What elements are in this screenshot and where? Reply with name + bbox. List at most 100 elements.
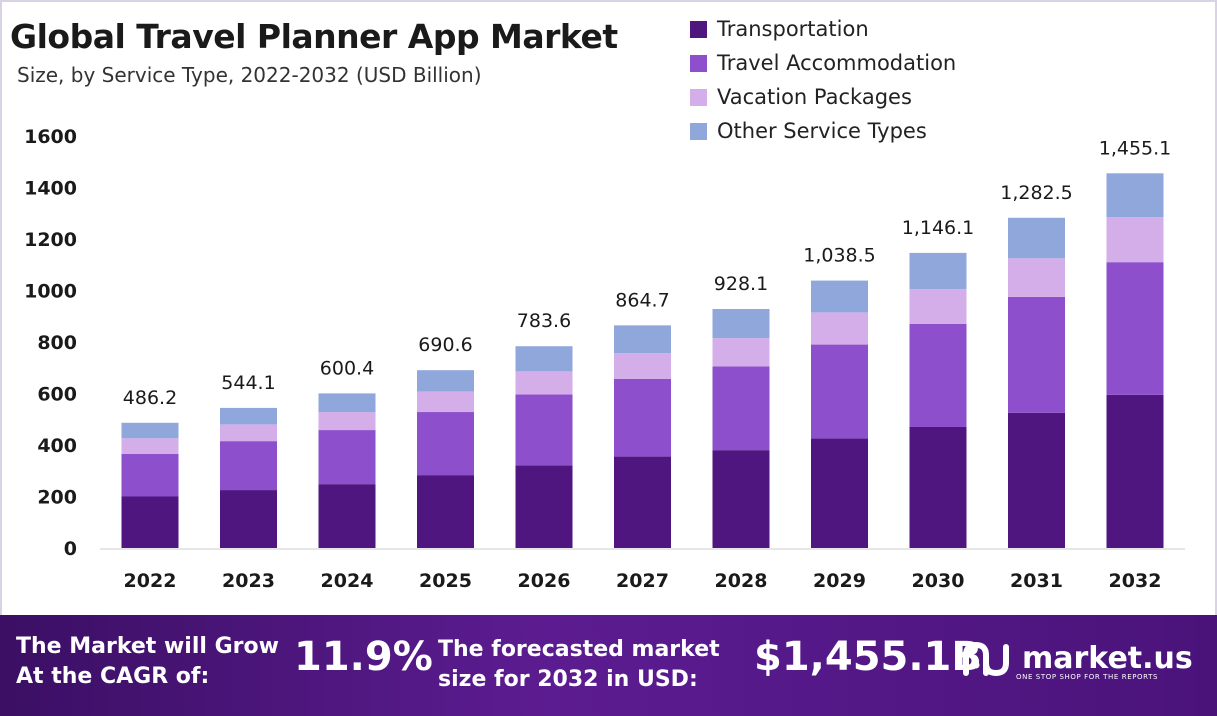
bar-transportation-2026 xyxy=(515,465,573,548)
bar-vacation-2026 xyxy=(515,371,573,395)
bar-transportation-2027 xyxy=(614,456,671,548)
legend-swatch-vacation xyxy=(690,88,707,106)
bar-total-label: 1,038.5 xyxy=(803,245,876,267)
bar-other-2032 xyxy=(1106,173,1164,218)
bar-total-label: 1,146.1 xyxy=(902,217,975,239)
chart-title: Global Travel Planner App Market xyxy=(10,17,618,56)
bar-vacation-2023 xyxy=(220,424,277,442)
x-tick-label: 2028 xyxy=(715,570,768,592)
forecast-label-line2: size for 2032 in USD: xyxy=(438,667,698,692)
y-tick-label: 200 xyxy=(37,487,77,509)
forecast-label-line1: The forecasted market xyxy=(438,637,720,662)
cagr-label-line2: At the CAGR of: xyxy=(16,664,210,689)
bar-other-2027 xyxy=(614,325,671,354)
legend-label-accommodation: Travel Accommodation xyxy=(717,51,957,75)
x-tick-label: 2029 xyxy=(813,570,866,592)
bar-vacation-2030 xyxy=(909,289,967,324)
y-tick-label: 1000 xyxy=(24,281,77,303)
footer-banner: The Market will Grow At the CAGR of: 11.… xyxy=(0,615,1217,716)
legend-swatch-accommodation xyxy=(690,54,707,72)
forecast-label: The forecasted market size for 2032 in U… xyxy=(438,635,720,695)
bar-vacation-2029 xyxy=(811,312,868,345)
bar-total-label: 1,455.1 xyxy=(1099,137,1172,159)
x-tick-label: 2024 xyxy=(321,570,374,592)
bar-total-label: 600.4 xyxy=(320,357,374,379)
bar-vacation-2025 xyxy=(417,391,474,413)
x-tick-label: 2031 xyxy=(1010,570,1063,592)
bar-accommodation-2027 xyxy=(614,378,671,457)
x-tick-label: 2032 xyxy=(1109,570,1162,592)
legend-swatch-other xyxy=(690,122,707,140)
bar-total-label: 544.1 xyxy=(221,372,275,394)
bar-vacation-2024 xyxy=(318,412,376,431)
y-tick-label: 1200 xyxy=(24,229,77,251)
y-tick-label: 600 xyxy=(37,384,77,406)
y-tick-label: 0 xyxy=(64,538,77,560)
legend-label-vacation: Vacation Packages xyxy=(717,85,912,109)
legend-label-transportation: Transportation xyxy=(717,17,869,41)
cagr-label: The Market will Grow At the CAGR of: xyxy=(16,632,279,692)
forecast-value: $1,455.1B xyxy=(754,634,982,680)
legend-item-other: Other Service Types xyxy=(690,114,956,148)
bar-accommodation-2029 xyxy=(811,344,868,439)
bar-accommodation-2022 xyxy=(121,454,179,497)
legend-item-accommodation: Travel Accommodation xyxy=(690,46,956,80)
bar-accommodation-2025 xyxy=(417,412,474,476)
market-us-logo-icon xyxy=(963,641,1009,677)
legend-swatch-transportation xyxy=(690,20,707,38)
bar-other-2024 xyxy=(318,393,376,413)
bar-total-label: 783.6 xyxy=(517,310,571,332)
bar-transportation-2022 xyxy=(121,496,179,548)
bar-transportation-2029 xyxy=(811,438,868,548)
bar-vacation-2028 xyxy=(712,338,770,367)
bar-other-2026 xyxy=(515,346,573,372)
bar-total-label: 864.7 xyxy=(615,289,669,311)
y-tick-label: 1400 xyxy=(24,178,77,200)
bar-other-2030 xyxy=(909,252,967,290)
x-tick-label: 2027 xyxy=(616,570,669,592)
bar-other-2031 xyxy=(1008,217,1065,259)
x-tick-label: 2025 xyxy=(419,570,472,592)
bar-accommodation-2030 xyxy=(909,323,967,427)
bar-transportation-2023 xyxy=(220,490,277,548)
cagr-label-line1: The Market will Grow xyxy=(16,634,279,659)
bar-vacation-2022 xyxy=(121,438,179,455)
bar-accommodation-2026 xyxy=(515,394,573,466)
brand-tagline: ONE STOP SHOP FOR THE REPORTS xyxy=(1016,673,1159,681)
y-tick-label: 800 xyxy=(37,332,77,354)
bar-vacation-2027 xyxy=(614,353,671,379)
legend-item-vacation: Vacation Packages xyxy=(690,80,956,114)
bar-accommodation-2028 xyxy=(712,366,770,451)
bar-transportation-2030 xyxy=(909,426,967,548)
bar-transportation-2028 xyxy=(712,450,770,548)
x-tick-label: 2026 xyxy=(518,570,571,592)
bar-accommodation-2023 xyxy=(220,441,277,491)
x-tick-label: 2022 xyxy=(124,570,177,592)
bar-total-label: 928.1 xyxy=(714,273,768,295)
y-axis: 0 200 400 600 800 1000 1200 1400 1600 xyxy=(24,126,1185,560)
bar-total-label: 486.2 xyxy=(123,387,177,409)
bar-vacation-2031 xyxy=(1008,258,1065,297)
bar-vacation-2032 xyxy=(1106,217,1164,263)
cagr-value: 11.9% xyxy=(294,634,433,680)
y-tick-label: 1600 xyxy=(24,126,77,148)
brand-logo[interactable]: market.us xyxy=(962,641,1193,677)
bar-other-2029 xyxy=(811,280,868,313)
brand-name: market.us xyxy=(1022,641,1193,676)
bar-other-2025 xyxy=(417,370,474,392)
bar-transportation-2032 xyxy=(1106,394,1164,548)
chart-legend: Transportation Travel Accommodation Vaca… xyxy=(690,12,956,148)
bar-other-2023 xyxy=(220,407,277,425)
x-tick-label: 2023 xyxy=(222,570,275,592)
chart-subtitle: Size, by Service Type, 2022-2032 (USD Bi… xyxy=(17,63,482,87)
x-axis: 2022 2023 2024 2025 2026 2027 2028 2029 2030 2031… xyxy=(124,570,1162,592)
bar-transportation-2031 xyxy=(1008,412,1065,548)
bar-other-2022 xyxy=(121,422,179,439)
bar-total-label: 690.6 xyxy=(418,334,472,356)
bar-accommodation-2024 xyxy=(318,430,376,485)
bar-transportation-2025 xyxy=(417,475,474,548)
stacked-bar-chart: 0 200 400 600 800 1000 1200 1400 1600 486.2 544.1… xyxy=(24,126,1185,592)
bar-accommodation-2031 xyxy=(1008,296,1065,413)
legend-item-transportation: Transportation xyxy=(690,12,956,46)
legend-label-other: Other Service Types xyxy=(717,119,927,143)
